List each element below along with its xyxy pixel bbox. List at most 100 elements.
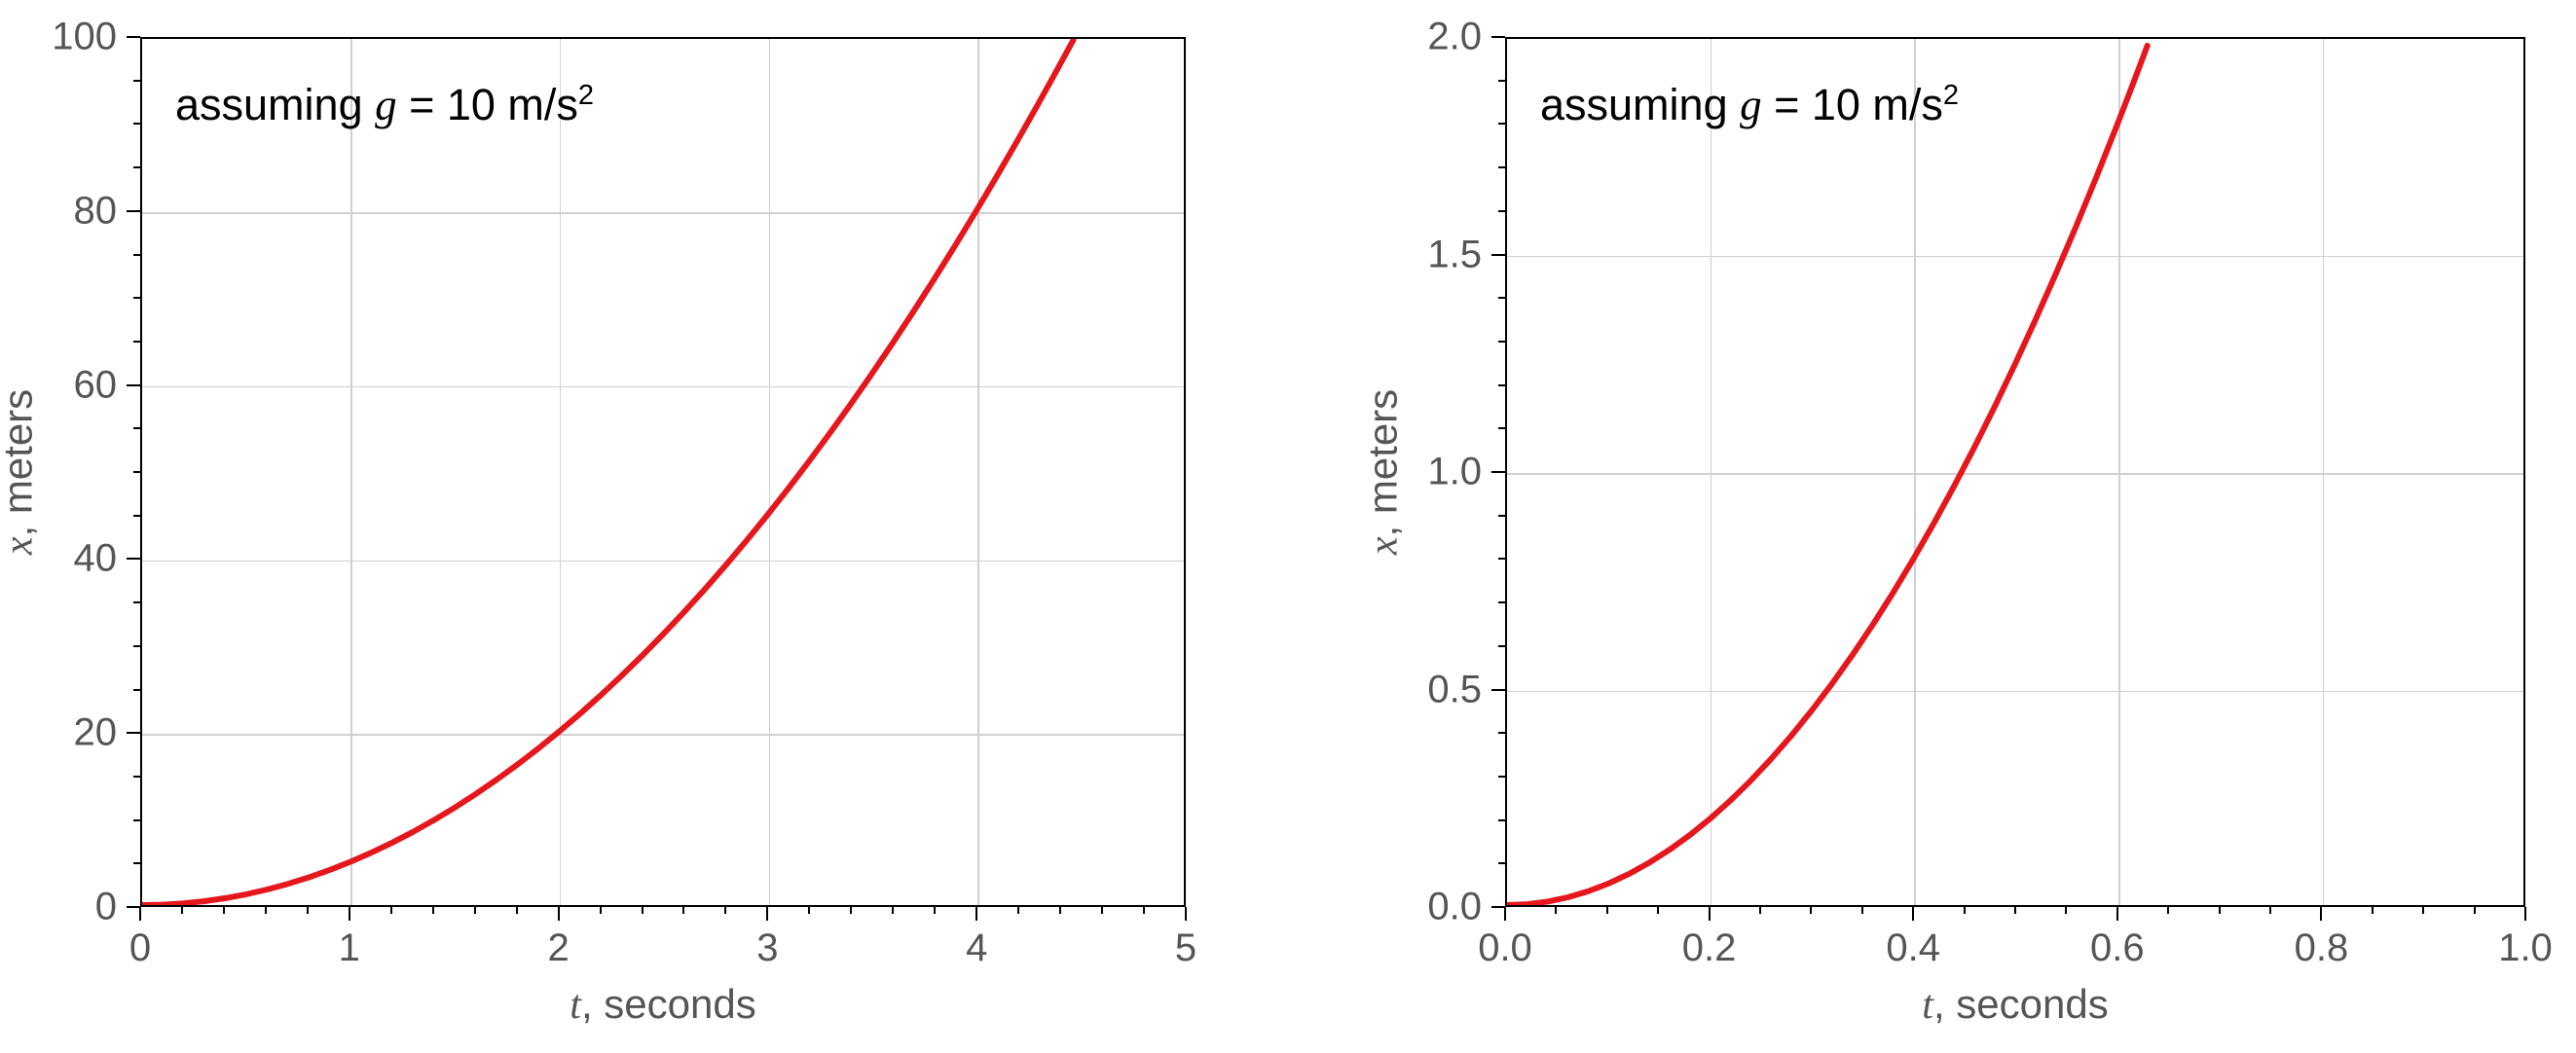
x-minor-tick	[474, 907, 476, 914]
x-minor-tick	[1810, 907, 1812, 914]
x-minor-tick	[1017, 907, 1019, 914]
x-major-tick	[139, 907, 141, 921]
x-minor-tick	[682, 907, 684, 914]
x-minor-tick	[307, 907, 309, 914]
y-minor-tick	[133, 689, 140, 691]
y-major-tick	[1491, 254, 1505, 256]
y-minor-tick	[1498, 645, 1505, 647]
y-minor-tick	[133, 254, 140, 256]
y-minor-tick	[133, 645, 140, 647]
y-axis-label: x, meters	[0, 389, 42, 555]
annotation-var: g	[375, 81, 397, 129]
y-minor-tick	[133, 427, 140, 429]
y-major-tick	[1491, 471, 1505, 473]
x-tick-label: 0.6	[2090, 926, 2145, 970]
x-minor-tick	[1861, 907, 1863, 914]
x-minor-tick	[1143, 907, 1145, 914]
x-major-tick	[2320, 907, 2322, 921]
assumption-annotation: assuming g = 10 m/s2	[175, 80, 594, 130]
x-minor-tick	[892, 907, 894, 914]
x-major-tick	[558, 907, 560, 921]
y-major-tick	[127, 558, 140, 560]
annotation-var: g	[1740, 81, 1762, 129]
y-minor-tick	[133, 471, 140, 473]
plot-svg	[142, 39, 1184, 905]
y-minor-tick	[1498, 80, 1505, 82]
x-major-tick	[349, 907, 350, 921]
y-major-tick	[127, 36, 140, 38]
x-minor-tick	[2269, 907, 2271, 914]
x-tick-label: 0.2	[1682, 926, 1737, 970]
x-minor-tick	[2065, 907, 2067, 914]
x-minor-tick	[934, 907, 936, 914]
x-axis-label: t, seconds	[570, 981, 755, 1029]
y-tick-label: 2.0	[1427, 16, 1482, 59]
x-major-tick	[2524, 907, 2526, 921]
y-axis-label-var: x	[0, 537, 41, 556]
y-tick-label: 60	[74, 363, 118, 407]
x-tick-label: 0	[129, 926, 151, 970]
y-axis-label-rest: , meters	[1359, 389, 1405, 537]
x-tick-label: 5	[1175, 926, 1196, 970]
y-tick-label: 100	[52, 16, 117, 59]
annotation-sup: 2	[1943, 80, 1959, 111]
y-minor-tick	[1498, 166, 1505, 168]
y-minor-tick	[1498, 776, 1505, 778]
x-minor-tick	[2474, 907, 2476, 914]
plot-svg	[1507, 39, 2523, 905]
assumption-annotation: assuming g = 10 m/s2	[1540, 80, 1959, 130]
x-minor-tick	[181, 907, 183, 914]
x-minor-tick	[2219, 907, 2221, 914]
x-minor-tick	[600, 907, 602, 914]
x-minor-tick	[2167, 907, 2169, 914]
y-minor-tick	[1498, 123, 1505, 125]
y-tick-label: 80	[74, 189, 118, 233]
y-minor-tick	[1498, 341, 1505, 343]
y-minor-tick	[1498, 384, 1505, 386]
y-tick-label: 40	[74, 537, 118, 581]
y-minor-tick	[1498, 558, 1505, 560]
x-minor-tick	[808, 907, 810, 914]
x-major-tick	[766, 907, 768, 921]
y-minor-tick	[1498, 862, 1505, 864]
x-minor-tick	[1555, 907, 1557, 914]
y-major-tick	[1491, 689, 1505, 691]
chart-panel-left: assuming g = 10 m/s2012345020406080100t,…	[0, 0, 1262, 1053]
plot-frame: assuming g = 10 m/s2	[140, 37, 1186, 907]
annotation-prefix: assuming	[175, 80, 375, 129]
x-axis-label: t, seconds	[1922, 981, 2108, 1029]
y-tick-label: 1.0	[1427, 451, 1482, 494]
x-minor-tick	[1059, 907, 1061, 914]
x-minor-tick	[642, 907, 644, 914]
x-major-tick	[1709, 907, 1711, 921]
x-tick-label: 0.4	[1886, 926, 1940, 970]
x-major-tick	[2116, 907, 2118, 921]
x-axis-label-var: t	[1922, 983, 1933, 1028]
y-minor-tick	[1498, 515, 1505, 517]
y-axis-label-rest: , meters	[0, 389, 40, 537]
plot-frame: assuming g = 10 m/s2	[1505, 37, 2525, 907]
x-axis-label-rest: , seconds	[1933, 981, 2109, 1027]
x-minor-tick	[432, 907, 434, 914]
x-minor-tick	[265, 907, 267, 914]
x-minor-tick	[390, 907, 392, 914]
y-minor-tick	[133, 80, 140, 82]
x-axis-label-rest: , seconds	[581, 981, 756, 1027]
annotation-suffix: = 10 m/s	[1762, 80, 1943, 129]
y-minor-tick	[1498, 601, 1505, 603]
annotation-suffix: = 10 m/s	[397, 80, 578, 129]
y-minor-tick	[133, 297, 140, 299]
x-tick-label: 1	[339, 926, 360, 970]
y-minor-tick	[1498, 732, 1505, 734]
annotation-prefix: assuming	[1540, 80, 1740, 129]
x-major-tick	[1185, 907, 1187, 921]
chart-panel-right: assuming g = 10 m/s20.00.20.40.60.81.00.…	[1314, 0, 2576, 1053]
x-minor-tick	[724, 907, 726, 914]
x-minor-tick	[1759, 907, 1761, 914]
y-minor-tick	[1498, 427, 1505, 429]
x-major-tick	[975, 907, 977, 921]
y-minor-tick	[1498, 819, 1505, 821]
y-axis-label-var: x	[1361, 537, 1406, 556]
y-axis-label: x, meters	[1359, 389, 1407, 555]
y-minor-tick	[133, 515, 140, 517]
